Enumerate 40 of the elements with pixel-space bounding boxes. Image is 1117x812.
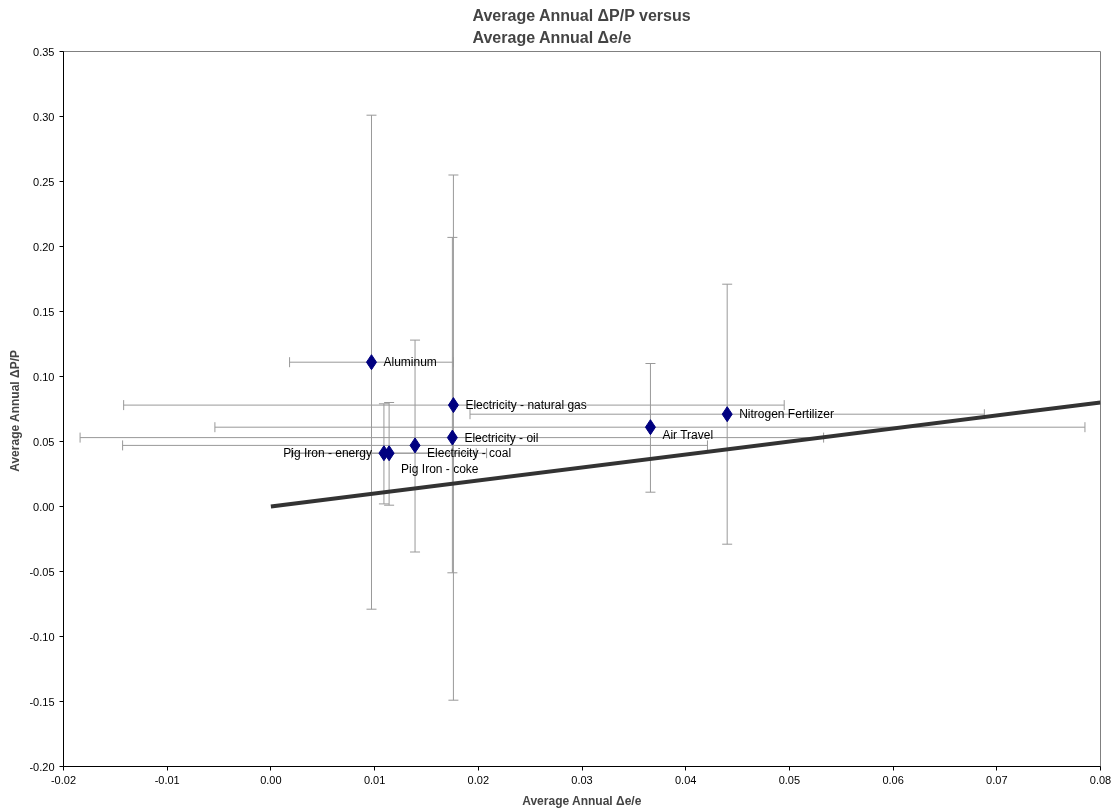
x-axis-title: Average Annual Δe/e — [522, 793, 642, 808]
x-tick-label: 0.07 — [986, 773, 1008, 786]
y-tick-label: -0.10 — [29, 630, 55, 643]
point — [409, 437, 421, 454]
annotation: Electricity - natural gas — [465, 398, 587, 413]
y-axis-title: Average Annual ΔP/P — [7, 349, 22, 472]
annotation: Pig Iron - coke — [401, 462, 479, 477]
annotation: Electricity - coal — [427, 446, 512, 461]
point — [447, 397, 459, 414]
x-tick-label: 0.02 — [467, 773, 490, 786]
y-tick-label: 0.05 — [33, 435, 55, 448]
y-tick-label: 0.15 — [33, 305, 55, 318]
x-tick-label: 0.00 — [260, 773, 282, 786]
annotation: Nitrogen Fertilizer — [739, 407, 834, 422]
x-tick-label: -0.01 — [154, 773, 180, 786]
annotation: Electricity - oil — [464, 430, 539, 445]
point — [644, 419, 656, 436]
x-tick-label: 0.01 — [363, 773, 386, 786]
point — [721, 406, 733, 423]
y-tick-label: 0.10 — [33, 370, 55, 383]
x-tick-label: 0.08 — [1089, 773, 1112, 786]
point — [365, 354, 377, 371]
y-tick-label: -0.20 — [29, 760, 55, 773]
y-tick-label: 0.00 — [33, 500, 55, 513]
y-tick-label: 0.30 — [33, 110, 55, 123]
x-tick-label: 0.05 — [778, 773, 801, 786]
annotation: Pig Iron - energy — [283, 446, 372, 461]
annotation: Aluminum — [383, 355, 437, 370]
y-tick-label: 0.25 — [33, 175, 55, 188]
x-tick-label: -0.02 — [50, 773, 77, 786]
annotation: Air Travel — [662, 428, 714, 443]
y-tick-label: -0.15 — [29, 695, 55, 708]
y-tick-label: 0.35 — [33, 45, 55, 58]
x-tick-label: 0.04 — [675, 773, 697, 786]
x-tick-label: 0.03 — [571, 773, 593, 786]
y-tick-label: -0.05 — [29, 565, 55, 578]
y-tick-label: 0.20 — [33, 240, 55, 253]
chart-title: Average Annual ΔP/P versus Average Annual Δe/e — [472, 7, 691, 47]
point — [446, 429, 458, 446]
x-tick-label: 0.06 — [882, 773, 904, 786]
